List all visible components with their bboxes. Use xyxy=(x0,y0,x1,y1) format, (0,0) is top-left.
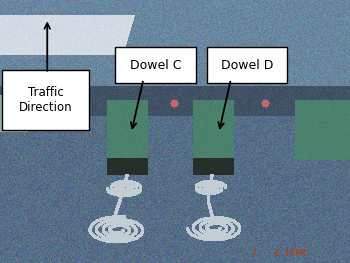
Text: Dowel C: Dowel C xyxy=(130,59,182,72)
FancyBboxPatch shape xyxy=(116,47,196,83)
Text: Traffic
Direction: Traffic Direction xyxy=(19,86,72,114)
FancyBboxPatch shape xyxy=(206,47,287,83)
FancyBboxPatch shape xyxy=(2,70,89,130)
Text: Dowel D: Dowel D xyxy=(220,59,273,72)
Text: 7   3:17PM: 7 3:17PM xyxy=(252,249,306,258)
